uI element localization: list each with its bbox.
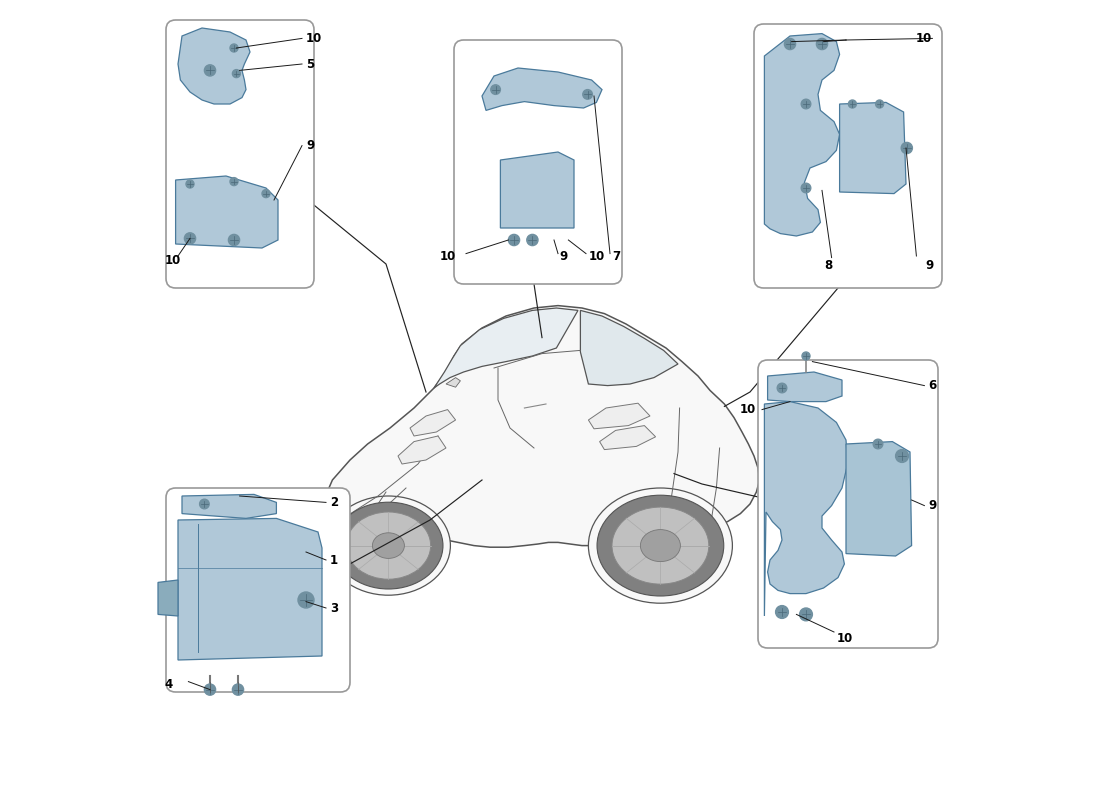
FancyBboxPatch shape — [758, 360, 938, 648]
Polygon shape — [600, 426, 656, 450]
Text: 3: 3 — [330, 602, 338, 614]
Circle shape — [232, 684, 243, 695]
Polygon shape — [398, 436, 446, 464]
Ellipse shape — [327, 496, 450, 595]
Text: 10: 10 — [439, 250, 455, 262]
Text: 5: 5 — [306, 58, 315, 70]
Polygon shape — [434, 308, 578, 388]
Polygon shape — [446, 378, 461, 387]
Text: 9: 9 — [560, 250, 568, 262]
Circle shape — [508, 234, 519, 246]
Ellipse shape — [373, 533, 405, 558]
Circle shape — [901, 142, 912, 154]
Polygon shape — [846, 442, 912, 556]
Circle shape — [784, 38, 795, 50]
Polygon shape — [158, 580, 178, 616]
Circle shape — [800, 608, 813, 621]
Polygon shape — [176, 176, 278, 248]
FancyBboxPatch shape — [166, 488, 350, 692]
Polygon shape — [588, 403, 650, 429]
Circle shape — [230, 178, 238, 186]
Text: 10: 10 — [306, 32, 322, 45]
Ellipse shape — [333, 502, 443, 589]
Polygon shape — [500, 152, 574, 228]
Ellipse shape — [597, 495, 724, 596]
Text: 9: 9 — [928, 499, 936, 512]
Ellipse shape — [612, 507, 708, 584]
Polygon shape — [482, 68, 602, 110]
Ellipse shape — [588, 488, 733, 603]
Text: 10: 10 — [740, 403, 757, 416]
Text: 7: 7 — [613, 250, 620, 262]
Polygon shape — [768, 372, 842, 402]
Circle shape — [801, 99, 811, 109]
Ellipse shape — [640, 530, 681, 562]
Circle shape — [205, 684, 216, 695]
Polygon shape — [178, 28, 250, 104]
FancyBboxPatch shape — [166, 20, 314, 288]
Polygon shape — [182, 494, 276, 518]
Circle shape — [229, 234, 240, 246]
Circle shape — [801, 183, 811, 193]
Polygon shape — [764, 402, 848, 616]
Polygon shape — [764, 34, 839, 236]
Circle shape — [802, 352, 810, 360]
Text: 10: 10 — [588, 250, 605, 262]
Circle shape — [262, 190, 270, 198]
Circle shape — [186, 180, 194, 188]
Text: passion for the auto: passion for the auto — [442, 401, 658, 495]
FancyBboxPatch shape — [754, 24, 942, 288]
Circle shape — [527, 234, 538, 246]
Text: 1: 1 — [330, 554, 338, 566]
Circle shape — [205, 65, 216, 76]
Circle shape — [185, 233, 196, 244]
Text: © 1998-2015: © 1998-2015 — [574, 468, 685, 524]
Circle shape — [876, 100, 883, 108]
Circle shape — [491, 85, 501, 94]
Circle shape — [230, 44, 238, 52]
FancyBboxPatch shape — [454, 40, 621, 284]
Circle shape — [873, 439, 883, 449]
Text: 9: 9 — [306, 139, 315, 152]
Text: 4: 4 — [164, 678, 173, 690]
Circle shape — [778, 383, 786, 393]
Text: 10: 10 — [164, 254, 180, 267]
Text: 6: 6 — [928, 379, 936, 392]
Circle shape — [848, 100, 857, 108]
Text: 8: 8 — [824, 259, 833, 272]
Circle shape — [895, 450, 909, 462]
Polygon shape — [839, 102, 906, 194]
Circle shape — [232, 70, 241, 78]
Circle shape — [199, 499, 209, 509]
Polygon shape — [318, 306, 760, 548]
Text: 10: 10 — [836, 632, 852, 645]
Circle shape — [583, 90, 593, 99]
Text: 9: 9 — [926, 259, 934, 272]
Text: 2: 2 — [330, 496, 338, 509]
Circle shape — [776, 606, 789, 618]
Circle shape — [298, 592, 314, 608]
Polygon shape — [410, 410, 455, 436]
Polygon shape — [581, 310, 678, 386]
Polygon shape — [178, 518, 322, 660]
Text: eurocar: eurocar — [428, 374, 600, 466]
Circle shape — [816, 38, 827, 50]
Ellipse shape — [346, 512, 430, 579]
Text: 10: 10 — [916, 32, 933, 45]
